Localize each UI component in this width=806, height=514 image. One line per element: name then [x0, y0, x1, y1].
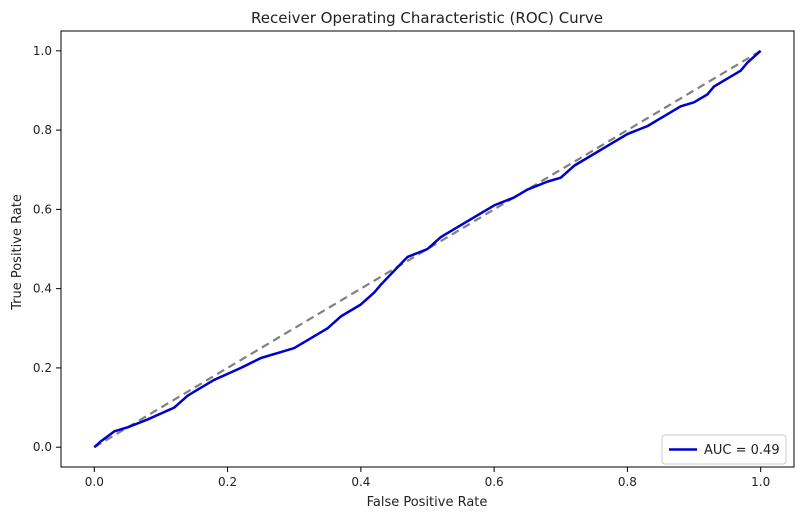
plot-area [93, 49, 762, 449]
axes-frame [60, 30, 795, 468]
roc-curve-line [93, 49, 762, 449]
legend-label: AUC = 0.49 [704, 443, 780, 458]
y-axis-label: True Positive Rate [10, 194, 25, 311]
chart-title: Receiver Operating Characteristic (ROC) … [251, 9, 603, 27]
x-tick-label: 0.0 [85, 475, 104, 489]
x-axis-label: False Positive Rate [367, 495, 488, 510]
x-tick-label: 0.2 [218, 475, 237, 489]
x-tick-label: 0.8 [618, 475, 637, 489]
y-tick-label: 0.4 [33, 282, 52, 296]
y-tick-label: 0.2 [33, 361, 52, 375]
x-tick-label: 0.4 [351, 475, 370, 489]
x-tick-label: 1.0 [751, 475, 770, 489]
y-tick-label: 0.8 [33, 123, 52, 137]
x-tick-label: 0.6 [485, 475, 504, 489]
y-tick-label: 0.6 [33, 202, 52, 216]
legend: AUC = 0.49 [661, 434, 787, 465]
axes: 0.0 0.2 0.4 0.6 0.8 1.0 0.0 0.2 0.4 0.6 0.8 1.0 [33, 30, 795, 489]
legend-box [661, 434, 787, 465]
y-tick-label: 1.0 [33, 44, 52, 58]
y-tick-label: 0.0 [33, 440, 52, 454]
